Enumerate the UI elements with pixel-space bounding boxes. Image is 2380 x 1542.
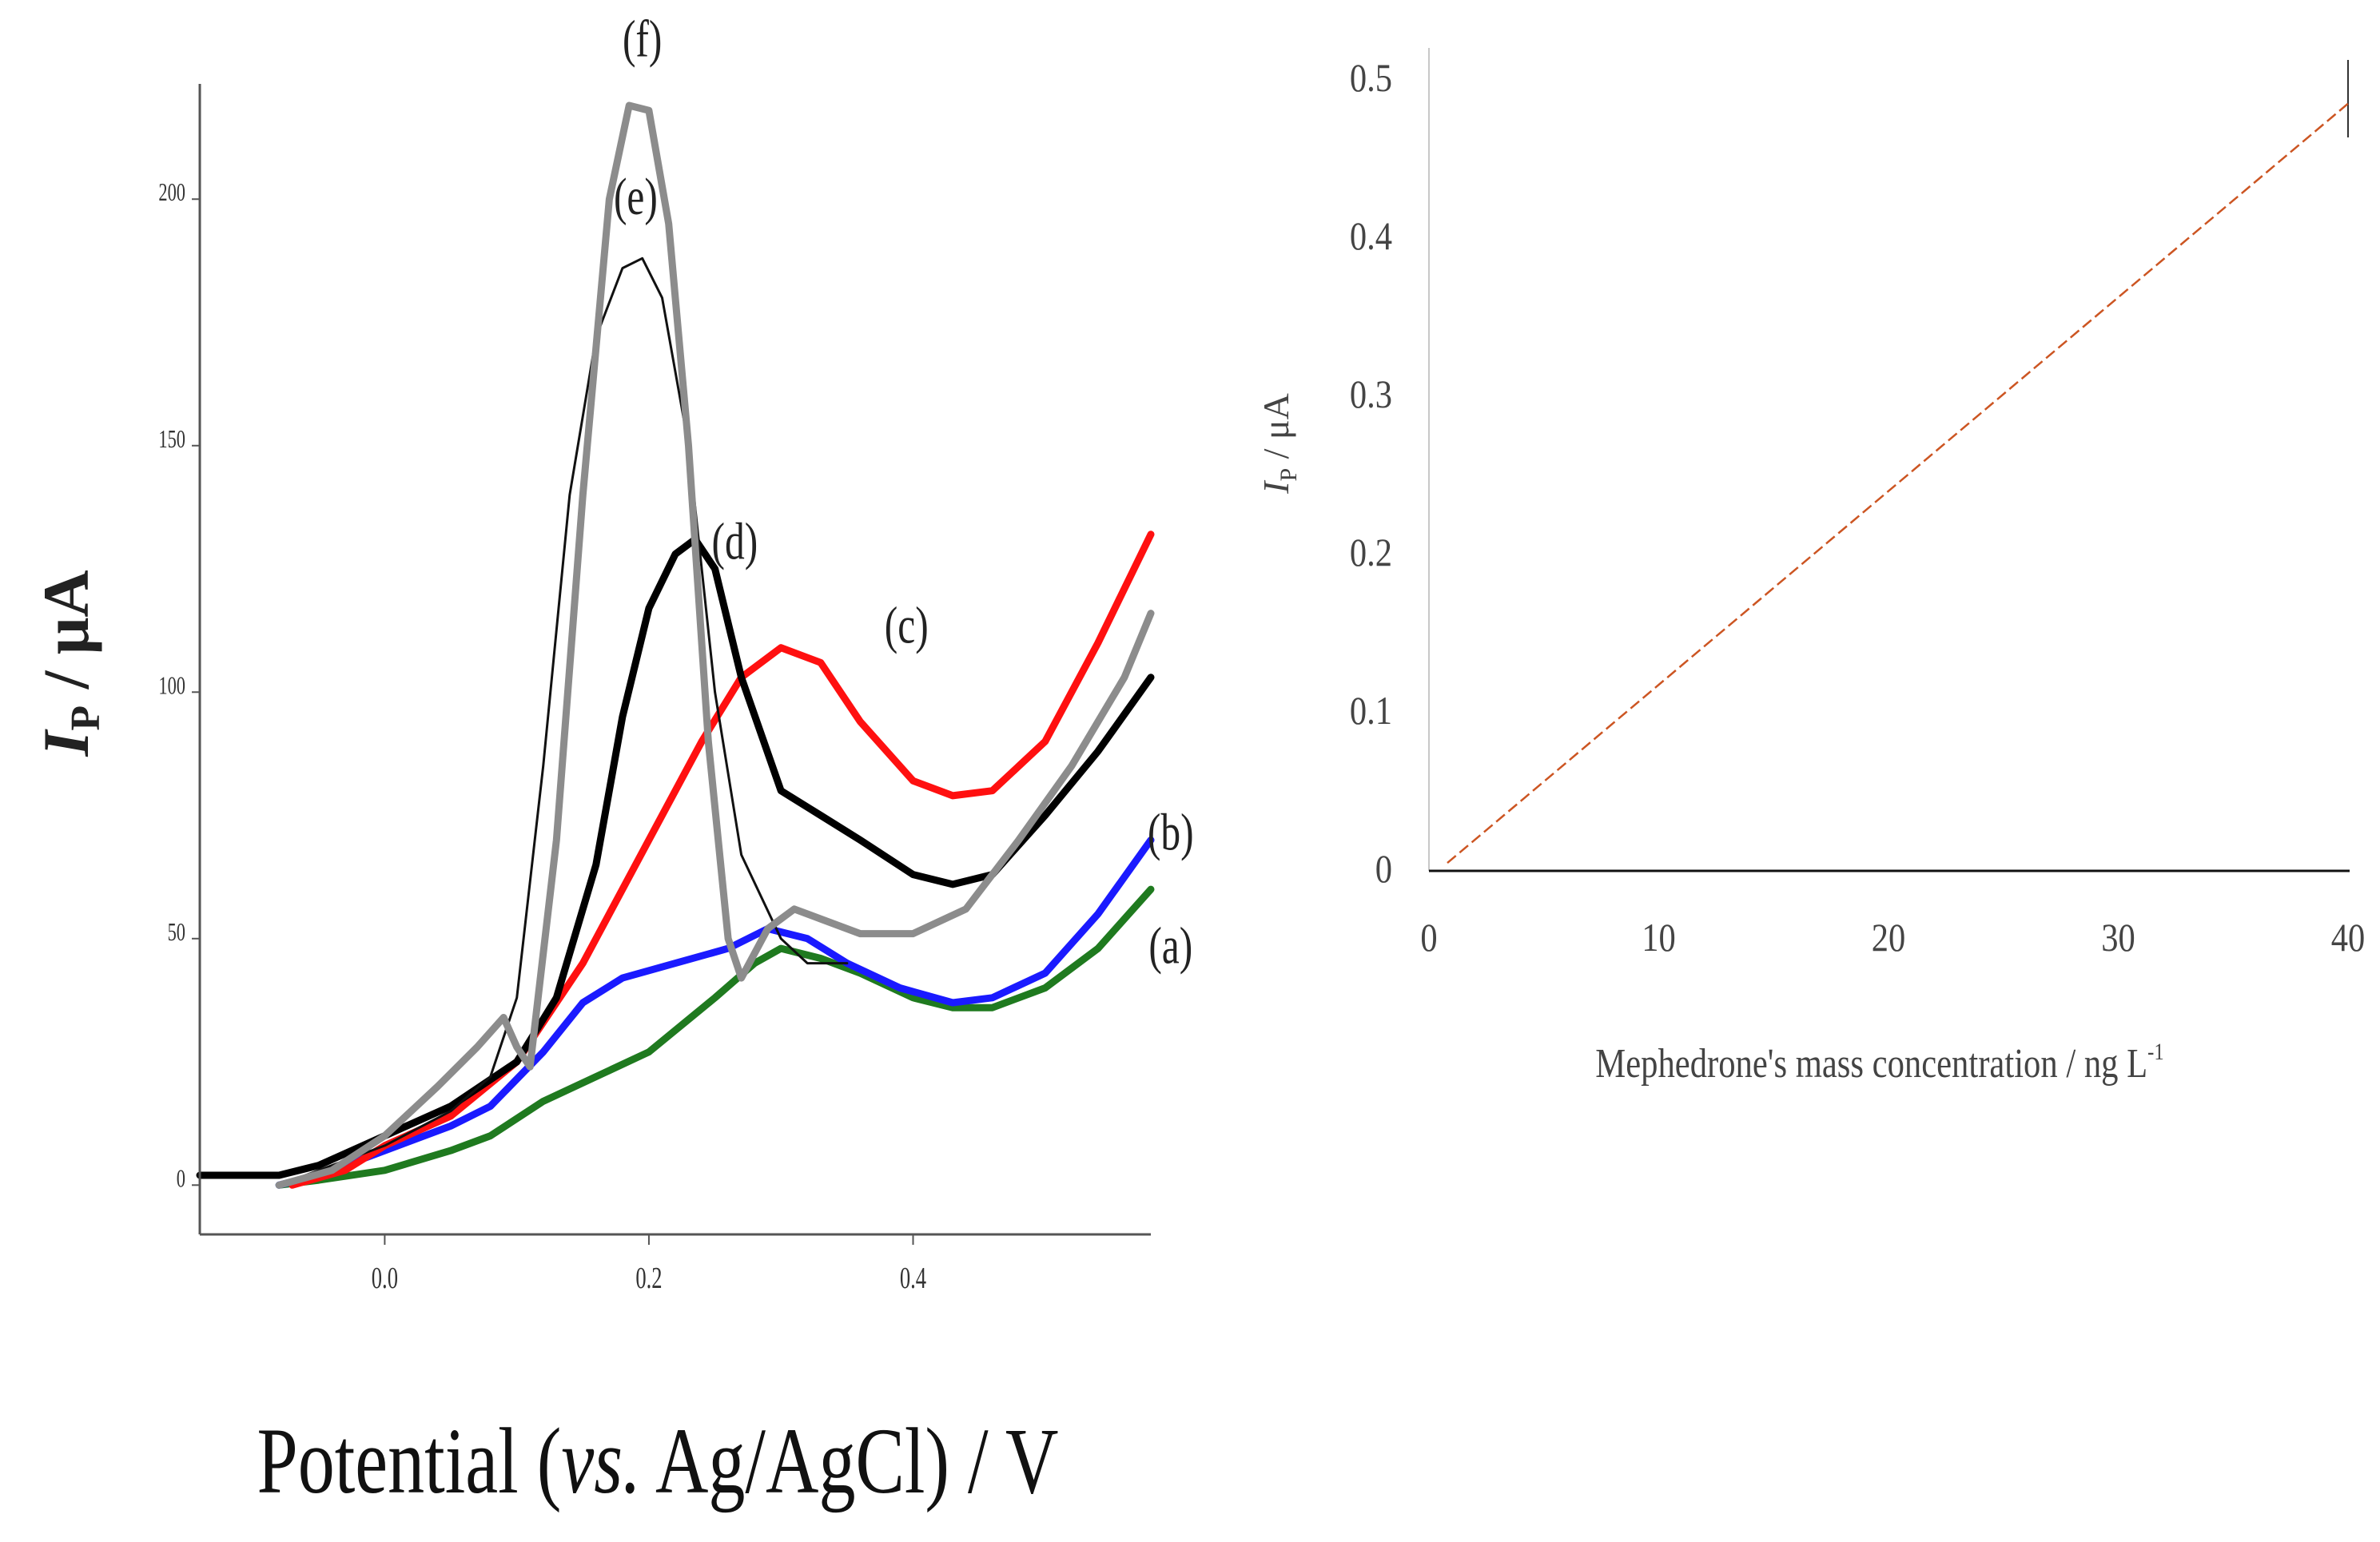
right-x-axis-label: Mephedrone's mass concentration / ng L-1 [1595,1039,2163,1087]
series-line-a [275,885,1155,1189]
left-x-tick-label: 0.2 [635,1262,662,1296]
left-y-tick-label: 200 [158,177,185,206]
left-x-tick-label: 0.0 [372,1262,398,1296]
right-y-tick-label: 0.4 [1350,215,1392,259]
series-label-c: (c) [885,596,929,655]
series-label-a: (a) [1148,916,1192,976]
left-y-axis-label: IP / μA [30,570,109,757]
calibration-line [1447,102,2349,864]
right-x-tick-label: 0 [1420,916,1437,960]
left-x-axis-label: Potential (vs. Ag/AgCl) / V [257,1409,1059,1512]
series-line-e [277,256,849,1186]
series-label-d: (d) [712,512,758,571]
right-x-tick-label: 40 [2331,916,2365,960]
left-y-ticks: 0 50 100 150 200 [158,177,200,1192]
series-label-e: (e) [614,167,658,226]
right-x-ticks: 0 10 20 30 40 [1420,916,2365,960]
voltammogram-chart: 0 50 100 150 200 0.0 0.2 0.4 (a) (b) (c) (d) (e) (f… [30,9,1194,1512]
right-x-tick-label: 10 [1642,916,1675,960]
right-x-tick-label: 30 [2101,916,2135,960]
left-y-tick-label: 150 [158,424,185,453]
left-series-labels: (a) (b) (c) (d) (e) (f) [614,9,1194,975]
calibration-chart: 0 0.1 0.2 0.3 0.4 0.5 0 10 20 30 40 IP / μA Mephe… [1256,48,2365,1087]
right-y-ticks: 0 0.1 0.2 0.3 0.4 0.5 [1350,57,1392,892]
right-y-tick-label: 0 [1375,848,1392,892]
series-line-c [289,531,1155,1189]
left-x-ticks: 0.0 0.2 0.4 [372,1234,926,1295]
left-y-tick-label: 0 [177,1163,185,1192]
voltammogram-series-group [196,101,1155,1189]
right-y-tick-label: 0.3 [1350,373,1392,417]
right-y-axis-label: IP / μA [1256,393,1302,495]
right-y-tick-label: 0.1 [1350,690,1392,733]
right-y-tick-label: 0.2 [1350,531,1392,575]
right-x-tick-label: 20 [1872,916,1905,960]
series-line-f [275,101,1155,1189]
series-label-b: (b) [1148,803,1194,862]
left-y-tick-label: 100 [158,670,185,699]
right-y-tick-label: 0.5 [1350,57,1392,101]
series-label-f: (f) [623,9,662,68]
calibration-series-group [1447,102,2349,864]
left-x-tick-label: 0.4 [900,1262,926,1296]
left-y-tick-label: 50 [168,917,185,946]
